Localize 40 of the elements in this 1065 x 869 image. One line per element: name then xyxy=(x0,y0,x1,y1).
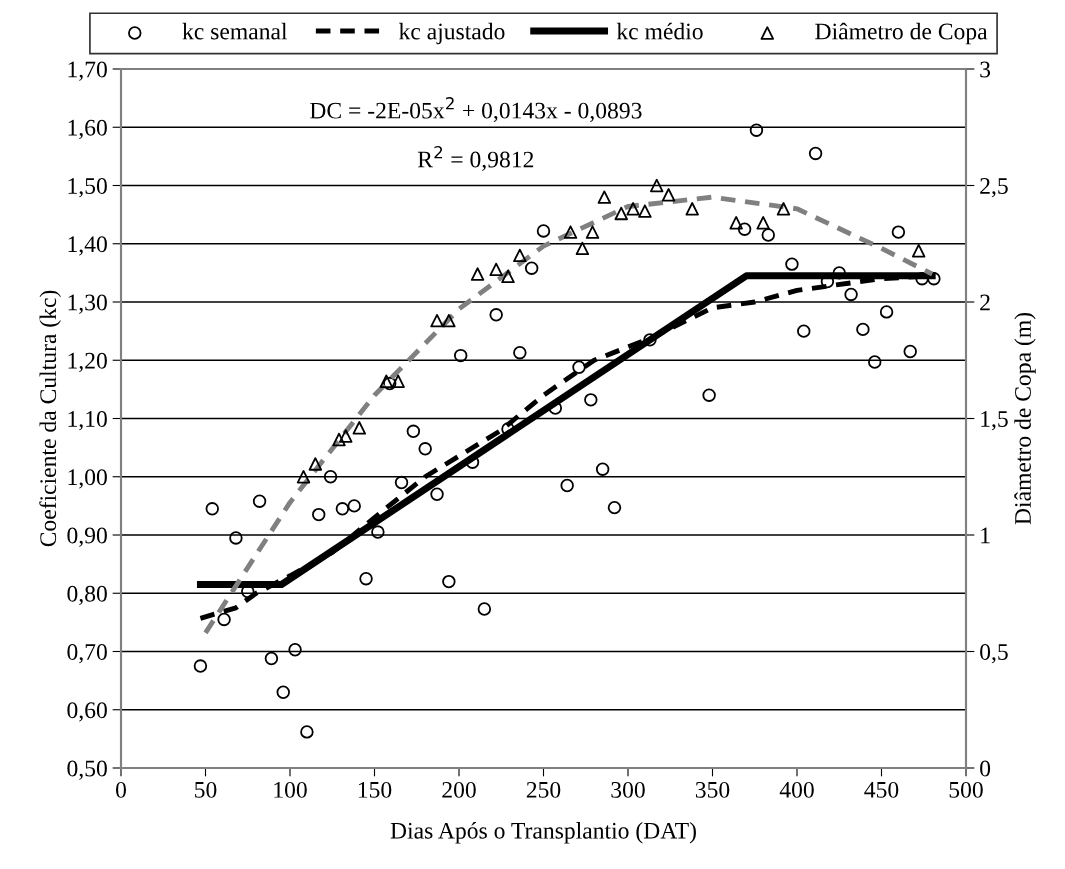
x-tick-label: 150 xyxy=(358,781,392,798)
x-tick-label: 350 xyxy=(695,781,730,798)
legend-label: Diâmetro de Copa xyxy=(815,22,988,45)
x-tick-label: 300 xyxy=(611,781,645,798)
legend-label: kc semanal xyxy=(182,22,288,40)
legend-label: kc médio xyxy=(616,22,703,40)
y-tick-label: 1,10 xyxy=(68,410,107,431)
y-tick-label: 1,70 xyxy=(68,61,107,81)
y-tick-label: 1,40 xyxy=(68,236,107,256)
y-tick-label: 1,30 xyxy=(68,294,107,314)
y2-tick-label: 3 xyxy=(980,61,991,78)
y-tick-label: 0,60 xyxy=(67,702,107,722)
legend-label: kc ajustado xyxy=(398,22,505,45)
y2-tick-label: 2,5 xyxy=(980,178,1008,198)
x-tick-label: 500 xyxy=(949,781,983,798)
x-tick-label: 50 xyxy=(195,781,217,798)
y-axis-title: Coeficiente da Cultura (kc) xyxy=(39,290,61,547)
x-tick-label: 450 xyxy=(864,781,899,798)
y-tick-label: 0,80 xyxy=(67,585,107,606)
y-tick-label: 0,70 xyxy=(67,643,107,664)
annotation: R$^{2}$ = 0,9812 xyxy=(417,145,534,171)
y2-tick-label: 0,5 xyxy=(980,643,1008,664)
x-axis-title: Dias Após o Transplantio (DAT) xyxy=(390,822,696,844)
y-tick-label: 0,50 xyxy=(67,760,107,780)
y2-tick-label: 2 xyxy=(980,294,990,311)
x-tick-label: 200 xyxy=(442,781,476,798)
x-tick-label: 250 xyxy=(526,781,561,798)
annotation: DC = -2E-05x$^{2}$ + 0,0143x - 0,0893 xyxy=(310,97,642,122)
y2-axis-title: Diâmetro de Copa (m) xyxy=(1014,312,1036,525)
y-tick-label: 0,90 xyxy=(67,527,107,547)
y-tick-label: 1,20 xyxy=(68,352,107,373)
y2-tick-label: 1 xyxy=(981,527,990,544)
y2-tick-label: 1,5 xyxy=(981,411,1008,431)
x-tick-label: 0 xyxy=(116,781,126,798)
y-tick-label: 1,00 xyxy=(68,469,107,489)
y2-tick-label: 0 xyxy=(980,760,991,777)
x-tick-label: 100 xyxy=(274,781,307,798)
y-tick-label: 1,50 xyxy=(68,177,107,198)
y-tick-label: 1,60 xyxy=(68,119,107,140)
x-tick-label: 400 xyxy=(779,781,814,798)
